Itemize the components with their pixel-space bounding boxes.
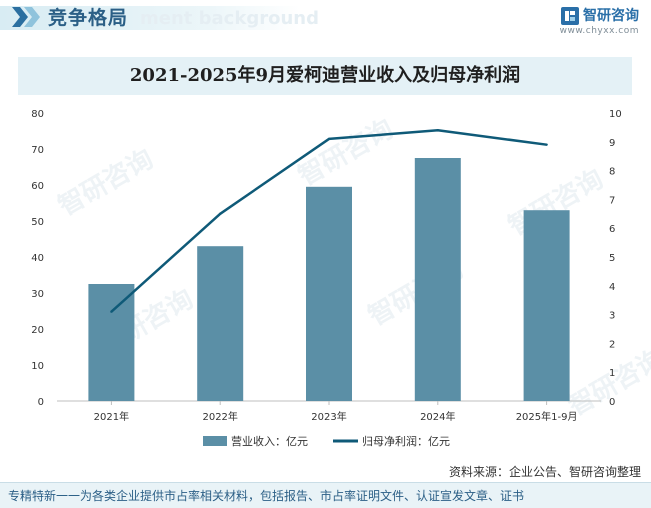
right-tick-label: 7 (609, 195, 615, 206)
left-tick-label: 30 (31, 289, 44, 300)
chart-title: 2021-2025年9月爱柯迪营业收入及归母净利润 (129, 65, 521, 86)
revenue-bar (414, 158, 461, 401)
right-tick-label: 10 (609, 109, 622, 120)
double-chevron-icon (12, 7, 40, 27)
left-tick-label: 0 (38, 397, 44, 408)
line-series (110, 129, 548, 313)
watermark-text: 智研咨询 (563, 343, 651, 422)
left-tick-label: 20 (31, 325, 44, 336)
right-tick-label: 0 (609, 397, 615, 408)
right-tick-label: 6 (609, 224, 615, 235)
right-tick-label: 1 (609, 368, 615, 379)
right-tick-label: 5 (609, 253, 615, 264)
right-tick-label: 8 (609, 167, 615, 178)
x-tick-label: 2025年1-9月 (516, 410, 578, 423)
right-tick-label: 3 (609, 311, 615, 322)
legend-bar-label: 营业收入：亿元 (231, 434, 308, 448)
watermark-text: 智研咨询 (53, 143, 159, 222)
chart-title-box: 2021-2025年9月爱柯迪营业收入及归母净利润 (18, 57, 632, 95)
net-profit-point (436, 129, 439, 132)
net-profit-point (219, 212, 222, 215)
legend: 营业收入：亿元 归母净利润：亿元 (203, 434, 450, 448)
left-tick-label: 60 (31, 181, 44, 192)
x-tick-label: 2023年 (311, 410, 346, 423)
net-profit-point (110, 310, 113, 313)
footer-bar: 专精特新一一为各类企业提供市占率相关材料，包括报告、市占率证明文件、认证宣发文章… (0, 482, 651, 508)
x-tick-label: 2024年 (420, 410, 455, 423)
net-profit-point (327, 137, 331, 141)
bar-series (88, 158, 570, 401)
revenue-bar (523, 210, 570, 401)
brand-url: www.chyxx.com (559, 25, 639, 36)
revenue-bar (306, 186, 352, 401)
brand-name: 智研咨询 (583, 7, 639, 24)
x-tick-label: 2021年 (94, 410, 129, 423)
revenue-bar (197, 246, 244, 401)
net-profit-point (545, 143, 548, 146)
right-tick-label: 2 (609, 339, 615, 350)
chart-area: 智研咨询智研咨询智研咨询智研咨询智研咨询智研咨询 010203040506070… (31, 109, 651, 448)
section-title: 竞争格局 (48, 7, 129, 29)
right-axis: 0 1 2 3 4 5 6 7 8 9 10 (609, 109, 622, 408)
left-axis: 0 10 20 30 40 50 60 70 80 (31, 109, 44, 408)
header-background-bar (0, 6, 300, 30)
page-header: ment background 竞争格局 智研咨询 www.chyxx.com (0, 0, 651, 40)
brand-logo-icon (561, 6, 579, 25)
legend-bar-swatch (203, 436, 227, 446)
left-tick-label: 50 (31, 217, 44, 228)
x-tick-label: 2022年 (202, 410, 237, 423)
left-tick-label: 40 (31, 253, 44, 264)
right-tick-label: 9 (609, 138, 615, 149)
x-axis-labels: 2021年 2022年 2023年 2024年 2025年1-9月 (94, 401, 578, 423)
header-watermark: ment background (140, 8, 319, 29)
source-note: 资料来源：企业公告、智研咨询整理 (448, 465, 641, 479)
right-tick-label: 4 (609, 282, 615, 293)
left-tick-label: 80 (31, 109, 44, 120)
legend-line-label: 归母净利润：亿元 (362, 434, 450, 448)
footer-text: 专精特新一一为各类企业提供市占率相关材料，包括报告、市占率证明文件、认证宣发文章… (8, 489, 525, 503)
brand: 智研咨询 www.chyxx.com (560, 5, 639, 36)
left-tick-label: 70 (31, 145, 44, 156)
revenue-bar (88, 284, 135, 401)
left-tick-label: 10 (31, 361, 44, 372)
